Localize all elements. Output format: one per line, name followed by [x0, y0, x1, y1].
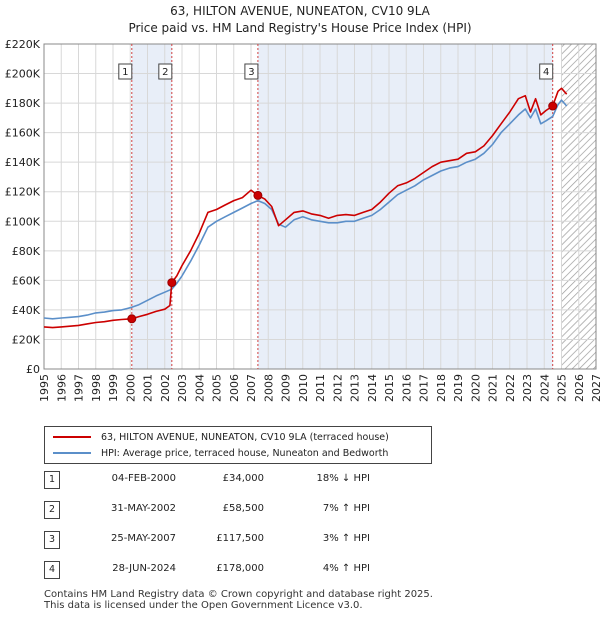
- legend-item-property: 63, HILTON AVENUE, NUNEATON, CV10 9LA (t…: [53, 430, 389, 444]
- x-tick-label: 2014: [366, 374, 379, 402]
- x-tick-label: 2024: [538, 374, 551, 402]
- x-tick-label: 2018: [435, 374, 448, 402]
- transaction-hpi-diff: 4% ↑ HPI: [322, 563, 370, 574]
- x-tick-label: 2000: [124, 374, 137, 402]
- x-tick-label: 2013: [349, 374, 362, 402]
- y-tick-label: £160K: [5, 127, 41, 140]
- x-tick-label: 2025: [556, 374, 569, 402]
- hpi-line: [43, 99, 568, 320]
- sale-label-box: [244, 63, 259, 80]
- x-tick-label: 2023: [521, 374, 534, 402]
- x-tick-label: 2007: [245, 374, 258, 402]
- y-tick-label: £20K: [12, 333, 41, 346]
- transaction-number: 1: [44, 471, 60, 489]
- transaction-date: 28-JUN-2024: [112, 563, 176, 574]
- x-tick-label: 2010: [297, 374, 310, 402]
- x-tick-label: 2006: [228, 374, 241, 402]
- footer-copyright: Contains HM Land Registry data © Crown c…: [44, 589, 433, 600]
- x-tick-label: 2021: [487, 374, 500, 402]
- x-tick-label: 2027: [590, 374, 600, 402]
- y-tick-label: £80K: [12, 245, 41, 258]
- sale-point: [127, 314, 137, 324]
- x-tick-label: 2003: [176, 374, 189, 402]
- transaction-number: 2: [44, 501, 60, 519]
- x-tick-label: 2004: [193, 374, 206, 402]
- x-tick-label: 1996: [55, 374, 68, 402]
- sale-label-box: [158, 63, 173, 80]
- transaction-row: 3 25-MAY-2007 £117,500 3% ↑ HPI: [40, 531, 400, 561]
- x-tick-label: 1997: [73, 374, 86, 402]
- legend: 63, HILTON AVENUE, NUNEATON, CV10 9LA (t…: [44, 426, 432, 464]
- x-tick-label: 2008: [262, 374, 275, 402]
- legend-swatch-hpi: [53, 452, 91, 454]
- price-chart: £0 £20K £40K £60K £80K £100K £120K £140K £160K £1…: [5, 38, 600, 402]
- transactions-table: 1 04-FEB-2000 £34,000 18% ↓ HPI 2 31-MAY…: [40, 471, 400, 591]
- shaded-period: [257, 44, 553, 369]
- legend-label-hpi: HPI: Average price, terraced house, Nune…: [101, 447, 389, 459]
- sale-label: 3: [248, 67, 254, 78]
- y-tick-label: £180K: [5, 97, 41, 110]
- x-tick-label: 2001: [142, 374, 155, 402]
- property-price-line: [43, 87, 568, 329]
- x-tick-label: 2017: [418, 374, 431, 402]
- transaction-price: £178,000: [216, 563, 264, 574]
- transaction-row: 1 04-FEB-2000 £34,000 18% ↓ HPI: [40, 471, 400, 501]
- plot-border: [43, 43, 597, 370]
- sale-label: 4: [543, 67, 549, 78]
- x-tick-label: 1998: [90, 374, 103, 402]
- x-tick-label: 2002: [159, 374, 172, 402]
- x-tick-label: 2005: [211, 374, 224, 402]
- transaction-number: 4: [44, 561, 60, 579]
- shaded-period: [131, 44, 172, 369]
- x-tick-label: 2009: [280, 374, 293, 402]
- transaction-hpi-diff: 3% ↑ HPI: [322, 533, 370, 544]
- sale-point: [167, 278, 177, 288]
- x-tick-label: 2019: [452, 374, 465, 402]
- y-tick-label: £40K: [12, 304, 41, 317]
- x-tick-label: 2022: [504, 374, 517, 402]
- transaction-date: 04-FEB-2000: [111, 473, 176, 484]
- transaction-row: 2 31-MAY-2002 £58,500 7% ↑ HPI: [40, 501, 400, 531]
- transaction-date: 31-MAY-2002: [110, 503, 176, 514]
- x-tick-label: 2012: [331, 374, 344, 402]
- footer-license: This data is licensed under the Open Gov…: [44, 600, 363, 611]
- y-tick-label: £120K: [5, 186, 41, 199]
- y-tick-label: £200K: [5, 68, 41, 81]
- sale-point: [253, 190, 263, 200]
- sale-label-box: [118, 63, 133, 80]
- chart-title: 63, HILTON AVENUE, NUNEATON, CV10 9LA: [170, 4, 430, 18]
- sale-label: 2: [162, 67, 168, 78]
- transaction-price: £117,500: [216, 533, 264, 544]
- legend-item-hpi: HPI: Average price, terraced house, Nune…: [53, 446, 388, 460]
- x-tick-label: 1999: [107, 374, 120, 402]
- transaction-price: £34,000: [222, 473, 264, 484]
- sale-label: 1: [122, 67, 128, 78]
- x-tick-label: 2011: [314, 374, 327, 402]
- sale-point: [548, 101, 558, 111]
- transaction-date: 25-MAY-2007: [110, 533, 176, 544]
- y-tick-label: £60K: [12, 274, 41, 287]
- transaction-number: 3: [44, 531, 60, 549]
- y-tick-label: £140K: [5, 156, 41, 169]
- x-tick-label: 1995: [38, 374, 51, 402]
- chart-subtitle: Price paid vs. HM Land Registry's House …: [128, 21, 472, 35]
- x-tick-label: 2026: [573, 374, 586, 402]
- y-tick-label: £100K: [5, 215, 41, 228]
- sale-label-box: [539, 63, 554, 80]
- legend-swatch-property: [53, 436, 91, 438]
- x-tick-label: 2020: [469, 374, 482, 402]
- y-tick-label: £0: [26, 363, 40, 376]
- legend-label-property: 63, HILTON AVENUE, NUNEATON, CV10 9LA (t…: [101, 431, 389, 443]
- x-tick-label: 2016: [400, 374, 413, 402]
- footer: Contains HM Land Registry data © Crown c…: [44, 589, 433, 611]
- x-tick-label: 2015: [383, 374, 396, 402]
- transaction-price: £58,500: [222, 503, 264, 514]
- transaction-hpi-diff: 18% ↓ HPI: [316, 473, 370, 484]
- transaction-hpi-diff: 7% ↑ HPI: [322, 503, 370, 514]
- transaction-row: 4 28-JUN-2024 £178,000 4% ↑ HPI: [40, 561, 400, 591]
- y-tick-label: £220K: [5, 38, 41, 51]
